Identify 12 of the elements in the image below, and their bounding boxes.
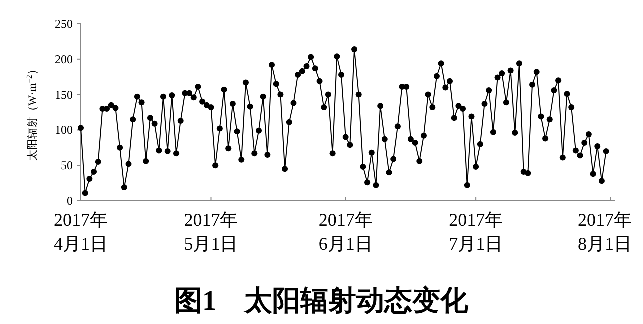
x-tick-label: 2017年 6月1日 bbox=[318, 210, 373, 254]
x-tick-label: 2017年 8月1日 bbox=[578, 210, 632, 254]
x-tick-label: 2017年 4月1日 bbox=[54, 210, 108, 254]
y-tick-label: 150 bbox=[55, 88, 73, 102]
text: 图1 太阳辐射动态变化 bbox=[174, 285, 470, 317]
y-tick-label: 50 bbox=[61, 158, 73, 173]
x-tick-label: 2017年 5月1日 bbox=[184, 210, 238, 254]
y-tick-label: 200 bbox=[55, 52, 73, 66]
x-tick-label: 2017年 7月1日 bbox=[449, 210, 504, 254]
y-tick-label: 250 bbox=[55, 17, 73, 31]
y-tick-label: 0 bbox=[67, 194, 73, 208]
y-tick-label: 100 bbox=[55, 123, 73, 138]
